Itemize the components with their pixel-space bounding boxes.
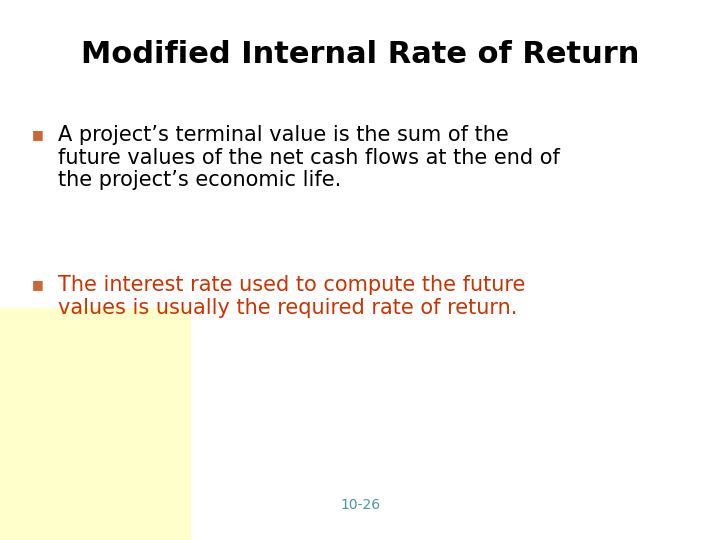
Text: The interest rate used to compute the future: The interest rate used to compute the fu… [58,275,526,295]
Bar [0,308,191,540]
Text: Modified Internal Rate of Return: Modified Internal Rate of Return [81,40,639,69]
Text: 10-26: 10-26 [340,498,380,512]
Text: the project’s economic life.: the project’s economic life. [58,170,341,190]
Text: future values of the net cash flows at the end of: future values of the net cash flows at t… [58,147,560,167]
Text: values is usually the required rate of return.: values is usually the required rate of r… [58,298,518,318]
Text: A project’s terminal value is the sum of the: A project’s terminal value is the sum of… [58,125,509,145]
Text: ■: ■ [32,128,44,141]
Text: ■: ■ [32,278,44,291]
